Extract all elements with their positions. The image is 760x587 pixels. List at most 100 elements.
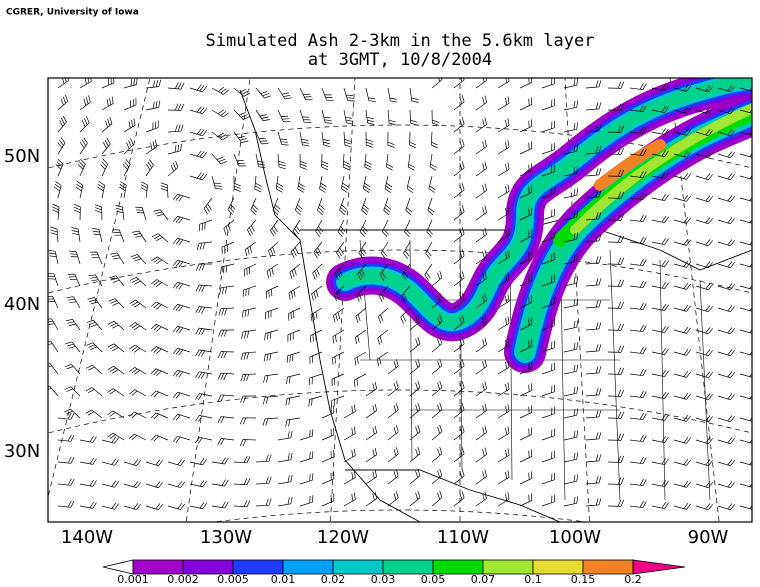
wind-barb <box>277 109 291 123</box>
parallel <box>211 509 589 522</box>
wind-barb <box>79 78 92 89</box>
wind-barb <box>239 439 257 447</box>
wind-barb <box>585 124 602 133</box>
colorbar-label: 0.05 <box>421 573 446 586</box>
wind-barb <box>333 307 345 323</box>
wind-barb <box>475 271 487 287</box>
wind-barb <box>409 490 421 507</box>
wind-barb <box>695 195 713 203</box>
wind-barb <box>453 227 465 243</box>
wind-barb <box>343 448 356 463</box>
wind-barb <box>79 457 97 465</box>
wind-barb <box>739 241 752 246</box>
wind-barb <box>431 402 443 419</box>
wind-barb <box>453 469 465 485</box>
wind-barb <box>739 505 752 510</box>
wind-barb <box>607 103 625 111</box>
wind-barb <box>189 84 208 93</box>
wind-barb <box>541 472 555 485</box>
wind-barb <box>563 364 579 375</box>
wind-barb <box>673 282 691 290</box>
wind-barb <box>240 373 257 382</box>
wind-barb <box>69 250 81 265</box>
colorbar-upper-tip <box>632 559 686 575</box>
wind-barb <box>673 370 691 378</box>
wind-barb <box>364 153 372 171</box>
wind-barb <box>563 474 579 485</box>
wind-barb <box>673 172 691 180</box>
wind-barb <box>431 358 443 375</box>
colorbar-box <box>582 559 634 575</box>
wind-barb <box>651 502 669 510</box>
colorbar: 0.001 0.002 0.005 0.01 0.02 0.03 0.05 0.07 0.1 0.… <box>102 559 686 586</box>
wind-barb <box>167 458 185 466</box>
wind-barb <box>241 329 257 339</box>
wind-barb <box>64 408 81 419</box>
wind-barb <box>409 131 417 149</box>
wind-barb <box>145 481 163 489</box>
wind-barb <box>255 131 269 145</box>
wind-barb <box>145 100 161 111</box>
title-line: at 3GMT, 10/8/2004 <box>308 50 492 70</box>
wind-barb <box>739 153 752 158</box>
wind-barb <box>717 261 735 269</box>
wind-barb <box>629 215 647 223</box>
wind-barb <box>629 369 647 377</box>
wind-barb <box>429 153 437 171</box>
wind-barb <box>64 386 81 397</box>
wind-barb <box>189 480 207 488</box>
wind-barb <box>233 87 251 97</box>
wind-barb <box>717 129 735 137</box>
wind-barb <box>129 322 147 331</box>
wind-barb <box>563 298 579 309</box>
axis-labels: 140W 130W 120W 110W 100W 90W 50N 40N 30N <box>4 146 729 548</box>
wind-barb <box>400 307 411 324</box>
wind-barb <box>695 415 713 423</box>
wind-barb <box>239 417 257 425</box>
wind-barb <box>255 454 272 463</box>
wind-barb <box>79 435 97 443</box>
wind-barb <box>475 469 487 485</box>
wind-barb <box>541 78 555 89</box>
wind-barb <box>497 338 510 353</box>
wind-barb <box>195 284 213 292</box>
wind-barb <box>430 131 438 149</box>
wind-barb <box>673 150 691 158</box>
wind-barb <box>86 342 103 353</box>
wind-barb <box>377 329 389 345</box>
wind-barb <box>695 503 713 511</box>
wind-barb <box>110 252 125 265</box>
wind-barb <box>651 458 669 466</box>
wind-barb <box>55 158 64 177</box>
wind-barb <box>519 339 533 353</box>
wind-barb <box>129 367 147 375</box>
meridian <box>185 78 251 522</box>
wind-barb <box>607 345 625 353</box>
wind-barb <box>497 294 510 309</box>
wind-barb <box>453 183 465 199</box>
wind-barb <box>651 414 669 422</box>
wind-barb <box>717 195 735 203</box>
wind-barb <box>334 263 345 280</box>
wind-barb <box>255 498 272 507</box>
wind-barb <box>145 139 158 155</box>
wind-barb <box>247 219 257 237</box>
wind-barb <box>277 452 293 463</box>
wind-barb <box>629 413 647 421</box>
wind-barb <box>431 490 443 507</box>
wind-barb <box>453 337 465 353</box>
wind-barb <box>233 175 241 192</box>
wind-barb <box>57 412 75 420</box>
wind-barb <box>585 432 602 441</box>
wind-barb <box>48 295 59 309</box>
lon-label: 120W <box>317 527 369 548</box>
wind-barb <box>309 373 323 386</box>
wind-barb <box>277 131 289 146</box>
wind-barb <box>717 393 735 401</box>
wind-barb <box>629 237 647 245</box>
wind-barb <box>57 78 69 89</box>
wind-barb <box>717 217 735 225</box>
wind-barb <box>673 260 691 268</box>
wind-barb <box>405 197 413 216</box>
wind-barb <box>196 263 213 271</box>
